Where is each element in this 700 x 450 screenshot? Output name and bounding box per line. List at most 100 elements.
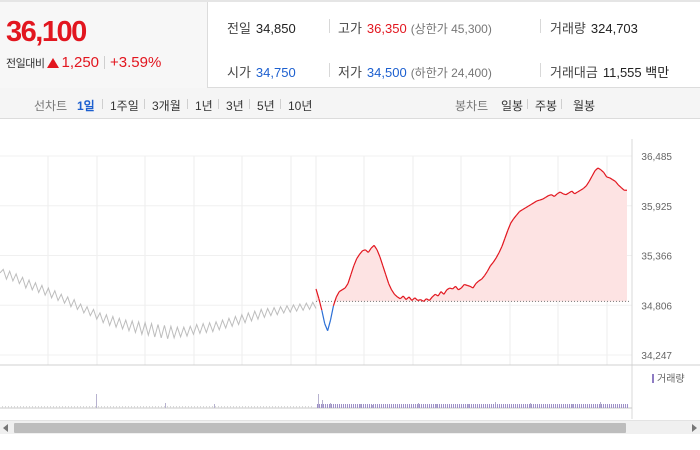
volume-bar (242, 406, 243, 408)
price-line-segment (449, 287, 453, 290)
up-triangle-icon (47, 57, 60, 68)
volume-bar (579, 404, 580, 408)
volume-bar (617, 404, 618, 408)
volume-bar (122, 406, 123, 408)
tab-3-months[interactable]: 3개월 (152, 99, 181, 113)
volume-stat: 거래량 324,703 (550, 18, 638, 37)
tab-1-day[interactable]: 1일 (77, 99, 95, 113)
tab-1-year[interactable]: 1년 (195, 99, 213, 113)
volume-bar (224, 406, 225, 408)
volume-bar (325, 404, 326, 408)
volume-bar (373, 404, 374, 408)
chart-lines (0, 167, 630, 340)
price-line-segment (353, 258, 358, 267)
tab-divider (218, 99, 219, 109)
price-line-segment (335, 291, 340, 298)
volume-bar (353, 404, 354, 408)
volume-bar (489, 404, 490, 408)
tab-3-years[interactable]: 3년 (226, 99, 244, 113)
volume-bar (290, 406, 291, 408)
price-line-segment (338, 289, 343, 293)
tab-weekly-candle[interactable]: 주봉 (535, 99, 558, 113)
volume-bar (381, 404, 382, 408)
volume-bar (459, 404, 460, 408)
trade-value-stat: 거래대금 11,555 백만 (550, 62, 669, 81)
volume-bar (110, 406, 111, 408)
volume-bar (98, 406, 99, 408)
volume-bar (329, 404, 330, 408)
volume-bar (203, 406, 204, 408)
price-line-segment (408, 296, 413, 301)
tab-monthly-candle[interactable]: 월봉 (573, 99, 596, 113)
volume-bar (530, 403, 531, 408)
volume-bar (465, 404, 466, 408)
tab-5-years[interactable]: 5년 (257, 99, 275, 113)
volume-bar (74, 406, 75, 408)
price-line-segment (426, 298, 430, 302)
price-line-segment (606, 176, 610, 179)
price-line-segment (411, 297, 416, 301)
tab-10-years[interactable]: 10년 (288, 99, 313, 113)
price-line-segment (359, 250, 363, 255)
volume-bar (575, 404, 576, 408)
volume-bar (455, 404, 456, 408)
price-line-segment (522, 207, 526, 211)
volume-bar (531, 404, 532, 408)
volume-bar (355, 404, 356, 408)
volume-bar (451, 404, 452, 408)
volume-bar (131, 406, 132, 408)
volume-bar (589, 404, 590, 408)
high-stat: 고가 36,350 (상한가 45,300) (338, 18, 492, 37)
volume-bar (173, 406, 174, 408)
volume-bar (20, 406, 21, 408)
price-line-segment (318, 298, 323, 311)
price-line-segment (591, 170, 596, 177)
volume-bar (248, 406, 249, 408)
chart-scrollbar[interactable] (0, 420, 700, 434)
volume-bar (621, 404, 622, 408)
price-line-segment (434, 293, 439, 297)
volume-bars (2, 394, 628, 408)
volume-bar (563, 404, 564, 408)
volume-bar (487, 404, 488, 408)
volume-bar (185, 406, 186, 408)
volume-bar (125, 406, 126, 408)
volume-bar (599, 404, 600, 408)
scroll-right-arrow-icon[interactable] (692, 424, 697, 432)
low-value: 34,500 (366, 65, 407, 80)
volume-bar (573, 404, 574, 408)
volume-bar (263, 406, 264, 408)
volume-bar (179, 406, 180, 408)
volume-bar (479, 404, 480, 408)
volume-bar (302, 406, 303, 408)
price-line-segment (565, 192, 570, 196)
volume-bar (625, 404, 626, 408)
volume-bar (357, 404, 358, 408)
scroll-left-arrow-icon[interactable] (3, 424, 8, 432)
volume-bar (236, 406, 237, 408)
volume-bar (468, 404, 469, 408)
price-line-segment (382, 265, 387, 275)
volume-bar (134, 406, 135, 408)
price-line-segment (394, 293, 398, 298)
volume-bar (359, 404, 360, 408)
volume-bar (547, 404, 548, 408)
volume-bar (475, 404, 476, 408)
open-label: 시가 (227, 65, 251, 80)
volume-bar (433, 404, 434, 408)
volume-bar (605, 404, 606, 408)
volume-bar (393, 404, 394, 408)
scroll-thumb[interactable] (14, 423, 626, 433)
volume-bar (399, 404, 400, 408)
volume-bar (113, 406, 114, 408)
price-chart-svg: 36,485 35,925 35,366 34,806 34,247 거래량 (0, 139, 700, 419)
volume-bar (305, 406, 306, 408)
tab-1-week[interactable]: 1주일 (110, 99, 139, 113)
intraday-price-chart[interactable]: 36,485 35,925 35,366 34,806 34,247 거래량 (0, 119, 700, 431)
price-line-segment (594, 167, 599, 172)
tab-daily-candle[interactable]: 일봉 (501, 99, 524, 113)
change-label: 전일대비 (6, 57, 45, 70)
volume-bar (281, 406, 282, 408)
volume-bar (349, 404, 350, 408)
volume-bar (447, 404, 448, 408)
